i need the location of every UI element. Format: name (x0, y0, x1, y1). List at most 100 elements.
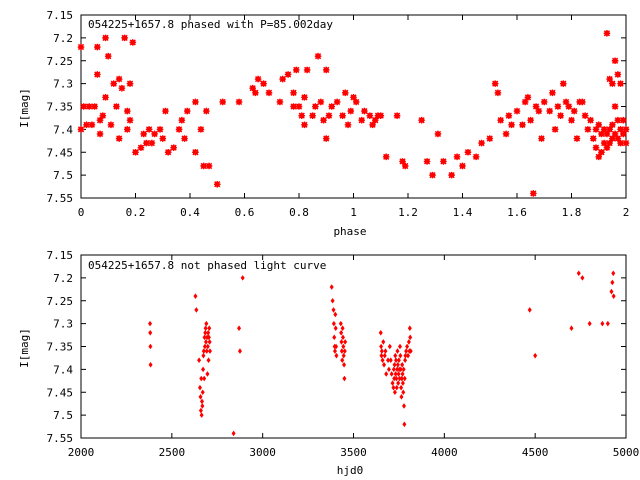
data-point (240, 275, 245, 281)
y-tick-label: 7.3 (53, 318, 73, 331)
data-point (205, 343, 210, 350)
data-point (529, 189, 538, 198)
data-point (583, 125, 592, 134)
y-tick-label: 7.3 (53, 78, 73, 91)
data-point (545, 107, 554, 116)
data-point (534, 107, 543, 116)
data-point (76, 43, 86, 52)
data-point (169, 143, 178, 152)
x-tick-label: 0.6 (235, 206, 255, 219)
data-point (376, 111, 385, 120)
data-point (90, 102, 99, 111)
data-point (333, 311, 338, 318)
y-axis-label: I[mag] (18, 88, 31, 128)
data-point (379, 348, 384, 354)
data-point (602, 29, 611, 38)
x-tick-label: 1.8 (562, 206, 582, 219)
y-tick-label: 7.25 (47, 295, 74, 308)
data-point (428, 171, 437, 180)
y-tick-label: 7.45 (47, 146, 74, 159)
x-tick-label: 1.6 (507, 206, 527, 219)
data-point (316, 97, 325, 106)
y-tick-label: 7.5 (53, 409, 73, 422)
data-point (148, 362, 153, 368)
data-point (581, 111, 590, 120)
data-point (87, 120, 96, 129)
data-point (346, 107, 355, 116)
data-point (292, 65, 301, 74)
data-point (202, 375, 207, 382)
data-point (384, 371, 389, 377)
data-point (148, 343, 153, 350)
data-point (342, 375, 347, 382)
data-point (342, 362, 347, 368)
data-point (589, 134, 598, 143)
data-point (131, 148, 140, 157)
x-tick-label: 1.2 (398, 206, 418, 219)
data-point (203, 325, 208, 331)
data-point (311, 102, 320, 111)
x-tick-label: 3000 (249, 446, 276, 459)
data-point (93, 43, 102, 52)
data-point (609, 288, 614, 295)
y-tick-label: 7.25 (47, 55, 74, 68)
data-point (126, 79, 135, 88)
data-point (401, 161, 410, 170)
phased-light-curve-panel: 7.15 7.2 7.25 7.3 7.35 7.4 7.45 7.5 7.55 0 0.2 0.4… (18, 9, 630, 238)
data-point (417, 116, 426, 125)
data-point (594, 120, 603, 129)
data-point (207, 348, 212, 354)
data-point (191, 148, 200, 157)
data-point (314, 52, 323, 61)
data-point (101, 33, 110, 42)
data-point (319, 116, 328, 125)
data-point (205, 371, 210, 377)
data-point (493, 88, 502, 97)
data-point (344, 120, 353, 129)
data-point (611, 293, 616, 299)
data-point (453, 152, 462, 161)
data-point (150, 129, 159, 138)
data-point (112, 102, 121, 111)
x-tick-label: 2 (623, 206, 630, 219)
data-point (386, 366, 391, 373)
data-point (158, 134, 167, 143)
data-point (106, 120, 115, 129)
x-tick-label: 0.2 (126, 206, 146, 219)
data-point (613, 70, 622, 79)
data-point (231, 430, 236, 437)
data-point (259, 79, 268, 88)
data-point (610, 279, 615, 286)
data-point (504, 111, 513, 120)
data-point (388, 357, 393, 364)
data-point (527, 307, 532, 313)
data-point (289, 88, 298, 97)
data-point (405, 343, 410, 350)
data-point (586, 116, 595, 125)
y-axis-ticks: 7.15 7.2 7.25 7.3 7.35 7.4 7.45 7.5 7.55 (47, 9, 626, 205)
unphased-light-curve-panel: 7.15 7.2 7.25 7.3 7.35 7.4 7.45 7.5 7.55 2000 250… (18, 249, 639, 477)
data-point (485, 134, 494, 143)
data-point (338, 111, 347, 120)
data-point (205, 161, 214, 170)
data-point (387, 343, 392, 350)
data-point (148, 329, 153, 336)
data-point (365, 111, 374, 120)
data-point (123, 125, 132, 134)
y-tick-label: 7.4 (53, 363, 73, 376)
data-point (439, 157, 448, 166)
data-point (399, 394, 404, 400)
data-point (330, 297, 335, 304)
data-point (295, 102, 303, 111)
data-point (526, 116, 535, 125)
x-tick-label: 1 (350, 206, 357, 219)
data-point (120, 33, 129, 42)
data-point (556, 111, 565, 120)
data-point (576, 270, 581, 277)
data-point (402, 421, 407, 428)
data-point (382, 352, 387, 359)
y-tick-label: 7.4 (53, 123, 73, 136)
data-point (76, 125, 86, 134)
data-point (338, 320, 343, 327)
data-point (197, 384, 202, 391)
